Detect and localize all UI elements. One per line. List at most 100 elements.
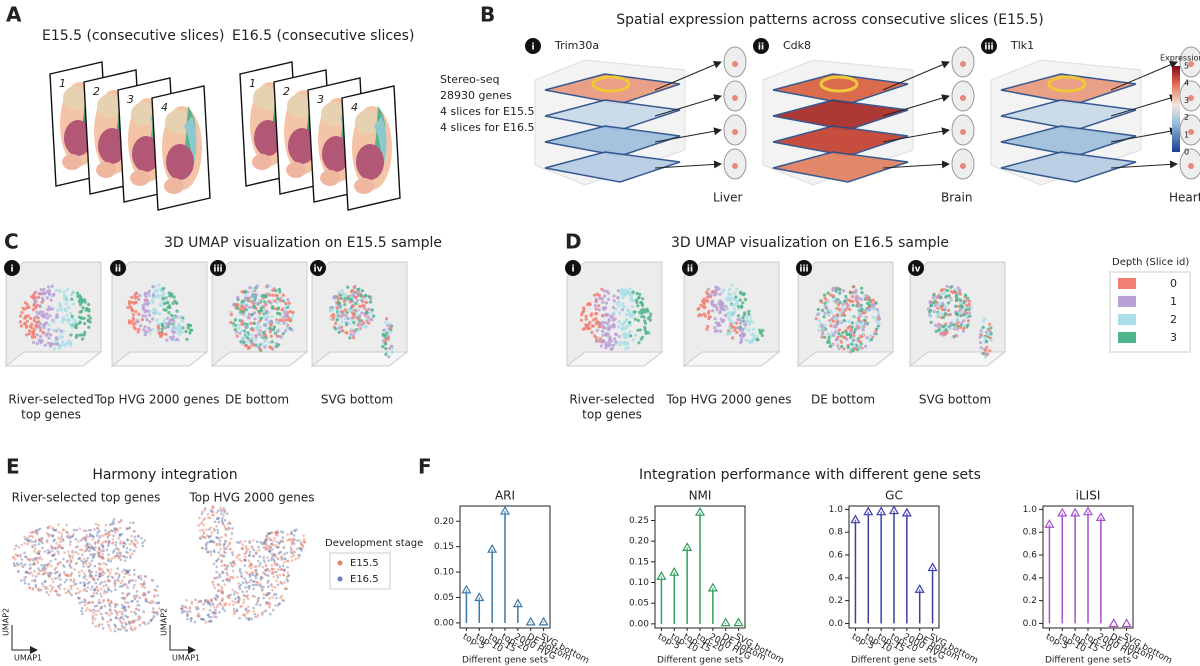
umap-point — [360, 289, 364, 293]
umap-point — [73, 568, 76, 571]
umap-point — [37, 320, 41, 324]
umap-point — [23, 541, 27, 545]
umap-point — [207, 601, 210, 605]
umap-point — [241, 590, 244, 594]
umap-point — [69, 293, 74, 297]
umap-point — [201, 546, 205, 550]
umap-point — [961, 329, 966, 333]
umap-point — [282, 321, 286, 325]
umap-point — [283, 557, 286, 560]
umap-point — [203, 507, 207, 510]
umap-point — [125, 569, 129, 573]
umap-point — [251, 580, 255, 583]
umap-point — [607, 297, 611, 301]
umap-point — [268, 326, 272, 330]
umap-point — [260, 294, 264, 298]
arrow — [1110, 127, 1178, 143]
umap-point — [346, 317, 350, 321]
umap-point — [282, 561, 286, 564]
umap-point — [345, 331, 349, 335]
umap-point — [283, 329, 288, 333]
umap-point — [195, 607, 199, 611]
umap-point — [78, 300, 82, 304]
umap-point — [276, 576, 280, 579]
umap-point — [143, 539, 147, 542]
umap-point — [121, 579, 124, 582]
umap-point — [185, 337, 189, 341]
umap-point — [121, 626, 125, 630]
y-tick-label: 0.00 — [629, 619, 649, 629]
umap-point — [983, 355, 988, 359]
umap-point — [145, 299, 149, 303]
umap-point — [936, 312, 940, 316]
umap-point — [117, 520, 120, 524]
umap-point — [104, 523, 108, 527]
umap-point — [34, 530, 37, 534]
umap-point — [137, 615, 140, 618]
umap-point — [23, 579, 26, 582]
umap-point — [845, 337, 849, 341]
umap-point — [101, 546, 105, 549]
umap-point — [619, 292, 623, 296]
umap-point — [79, 581, 82, 584]
umap-point — [276, 583, 280, 586]
umap-point — [130, 625, 133, 629]
umap-point — [87, 565, 91, 568]
umap-point — [139, 324, 143, 328]
umap-point — [261, 576, 264, 580]
umap-point — [386, 323, 390, 327]
slice-layer — [1000, 151, 1137, 183]
umap-point — [109, 618, 112, 621]
umap-point — [967, 299, 971, 303]
umap-point — [830, 310, 834, 314]
umap-point — [86, 607, 89, 610]
umap-point — [109, 590, 113, 593]
umap-point — [988, 322, 992, 326]
umap-point — [137, 575, 140, 578]
umap-point — [87, 314, 91, 318]
umap-point — [275, 318, 279, 322]
umap-point — [103, 589, 106, 593]
umap-point — [32, 559, 36, 562]
umap-point — [612, 323, 616, 327]
legend-label: 0 — [1170, 277, 1177, 290]
umap-point — [697, 306, 701, 310]
umap-point — [93, 588, 97, 592]
umap-point — [261, 565, 265, 569]
umap-point — [108, 626, 111, 629]
umap-point — [206, 512, 210, 516]
umap-point — [134, 626, 137, 630]
umap-point — [196, 600, 200, 604]
umap-point — [87, 309, 91, 313]
umap-point — [218, 575, 222, 578]
umap-point — [978, 335, 982, 339]
umap-point — [75, 528, 78, 532]
umap-point — [19, 324, 23, 328]
umap-point — [814, 317, 818, 321]
umap-point — [734, 295, 738, 299]
slice-card: 4 — [341, 85, 401, 211]
umap-point — [264, 317, 268, 322]
umap-point — [267, 532, 271, 535]
umap-point — [290, 328, 294, 332]
umap-point — [72, 580, 75, 583]
umap-point — [13, 547, 16, 551]
umap-point — [118, 533, 122, 537]
slice-layer — [544, 73, 681, 105]
umap-point — [341, 310, 345, 314]
umap-label: SVG bottom — [919, 393, 991, 407]
umap-point — [116, 567, 120, 570]
umap-point — [633, 310, 637, 314]
umap-point — [47, 336, 51, 340]
umap-point — [247, 312, 251, 316]
umap-point — [257, 298, 261, 302]
umap-point — [69, 543, 72, 546]
umap-point — [101, 549, 104, 552]
umap-point — [101, 627, 105, 630]
colorbar-tick: 1 — [1184, 130, 1189, 139]
umap-point — [248, 305, 252, 309]
umap-point — [59, 578, 62, 581]
umap-point — [354, 309, 358, 313]
organ — [98, 128, 126, 164]
umap-point — [958, 298, 962, 302]
